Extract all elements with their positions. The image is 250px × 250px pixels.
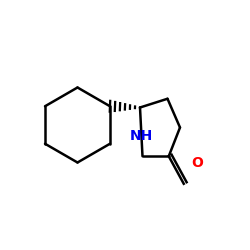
Text: NH: NH [130, 128, 153, 142]
Text: O: O [192, 156, 203, 170]
